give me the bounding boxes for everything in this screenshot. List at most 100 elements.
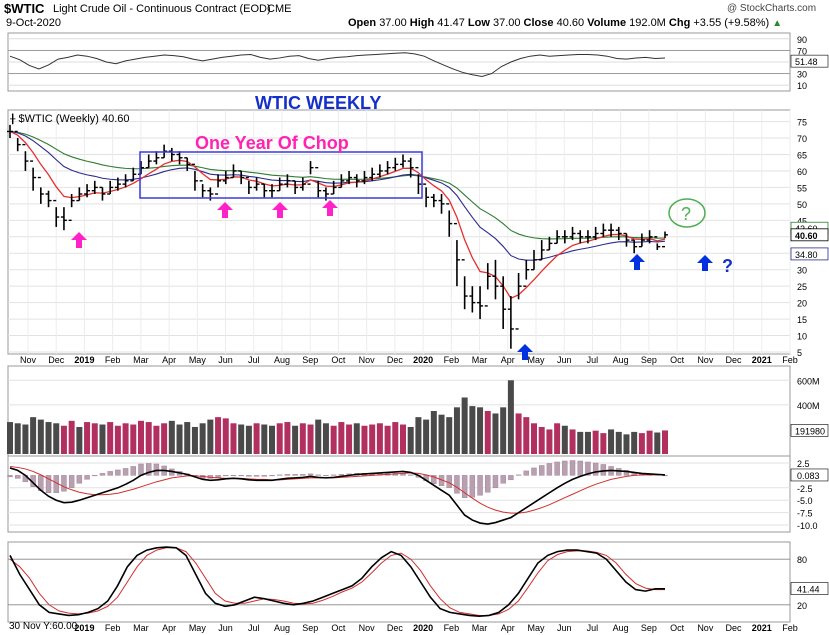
volume-bar <box>538 426 545 454</box>
volume-bar <box>68 420 75 454</box>
macd-value-box <box>790 468 829 482</box>
price-bar <box>292 180 299 194</box>
price-value-label: 40.60 <box>795 231 818 241</box>
magenta-arrow-icon <box>71 232 87 248</box>
price-bar <box>500 276 507 329</box>
price-tick-label: 60 <box>797 167 807 177</box>
price-tick-label: 55 <box>797 183 807 193</box>
macd-tick-label: -2.5 <box>797 484 813 494</box>
price-bar <box>353 174 360 188</box>
volume-bar <box>153 425 160 454</box>
macd-histogram-bar <box>539 465 545 476</box>
month-label: May <box>527 355 545 365</box>
volume-layer <box>7 380 668 454</box>
rsi-tick-label: 30 <box>797 70 807 80</box>
close-label: Close <box>523 17 554 29</box>
macd-histogram-bar <box>7 475 13 478</box>
close-value: 40.60 <box>556 17 585 29</box>
price-bar <box>477 286 484 320</box>
question-circle-annotation: ? <box>681 204 691 224</box>
rsi-tick-label: 10 <box>797 81 807 91</box>
volume-bar <box>407 426 414 454</box>
volume-bar <box>145 422 152 454</box>
price-bar <box>253 177 260 191</box>
macd-histogram-bar <box>277 474 283 476</box>
price-bar <box>384 161 391 175</box>
price-bar <box>646 230 653 244</box>
volume-bar <box>99 424 106 454</box>
chart-exchange: CME <box>267 3 292 15</box>
volume-bar <box>515 413 522 454</box>
volume-bar <box>453 407 460 454</box>
ma-green-line <box>9 130 666 240</box>
price-bar <box>191 163 198 191</box>
stochastic-k-line <box>9 546 665 618</box>
price-bar <box>176 151 183 165</box>
price-bar <box>60 207 67 231</box>
month-label: 2019 <box>74 355 94 365</box>
price-bar <box>199 180 206 198</box>
price-bar <box>461 259 468 310</box>
macd-histogram-bar <box>92 475 98 477</box>
price-bar <box>507 296 514 349</box>
price-bar <box>407 157 414 178</box>
macd-histogram-bar <box>115 469 121 476</box>
price-bar <box>492 259 499 300</box>
macd-histogram-bar <box>508 475 514 481</box>
price-bar <box>269 184 275 198</box>
macd-histogram-bar <box>585 461 591 476</box>
bottom-month-label: Apr <box>162 623 176 633</box>
volume-bar <box>507 380 514 454</box>
volume-bar <box>446 417 453 454</box>
macd-tick-label: 0.083 <box>797 471 820 481</box>
macd-histogram-bar <box>569 460 576 476</box>
price-tick-label: 50 <box>797 200 807 210</box>
macd-histogram-bar <box>253 475 260 477</box>
bottom-month-label: Aug <box>613 623 629 633</box>
blue-arrow-icon <box>629 254 645 270</box>
macd-histogram-bar <box>492 475 499 488</box>
macd-tick-label: -5.0 <box>797 496 813 506</box>
price-bar <box>276 177 283 192</box>
chop-range-box <box>139 151 423 199</box>
month-label: Nov <box>359 355 376 365</box>
macd-histogram-bar <box>323 475 329 477</box>
price-bar <box>45 190 52 208</box>
bottom-month-label: Nov <box>359 623 376 633</box>
volume-bar <box>37 419 44 454</box>
volume-bar <box>230 423 237 454</box>
volume-bar <box>176 424 183 454</box>
blue-arrows <box>517 254 713 360</box>
volume-bar <box>253 423 260 454</box>
macd-panel-frame <box>7 455 791 533</box>
high-value: 41.47 <box>437 17 465 29</box>
price-tick-label: 25 <box>797 282 807 292</box>
macd-histogram-bar <box>84 475 90 480</box>
volume-bar <box>384 425 391 454</box>
volume-bar <box>284 422 291 454</box>
volume-bar <box>646 430 653 454</box>
price-bar <box>161 144 168 159</box>
price-bar <box>245 176 252 194</box>
price-bar <box>538 240 545 261</box>
macd-histogram-bar <box>330 474 337 476</box>
price-bar <box>469 286 476 313</box>
macd-histogram-bar <box>246 475 252 477</box>
price-bar <box>453 222 460 287</box>
price-legend-text: $WTIC (Weekly) 40.60 <box>18 113 130 125</box>
price-bar <box>615 226 622 241</box>
price-bar <box>22 143 29 171</box>
volume-bar <box>91 423 98 454</box>
magenta-arrows <box>71 200 338 248</box>
macd-histogram-bar <box>600 464 607 476</box>
month-label: Oct <box>331 355 346 365</box>
price-tick-label: 65 <box>797 151 807 161</box>
price-bar <box>114 177 121 191</box>
macd-histogram-bar <box>454 475 460 494</box>
volume-bar <box>322 423 329 454</box>
volume-bar <box>546 429 553 454</box>
volume-bar <box>315 419 322 454</box>
stochastic-d-line <box>9 547 665 616</box>
volume-bar <box>114 425 121 454</box>
volume-bar <box>299 423 306 454</box>
